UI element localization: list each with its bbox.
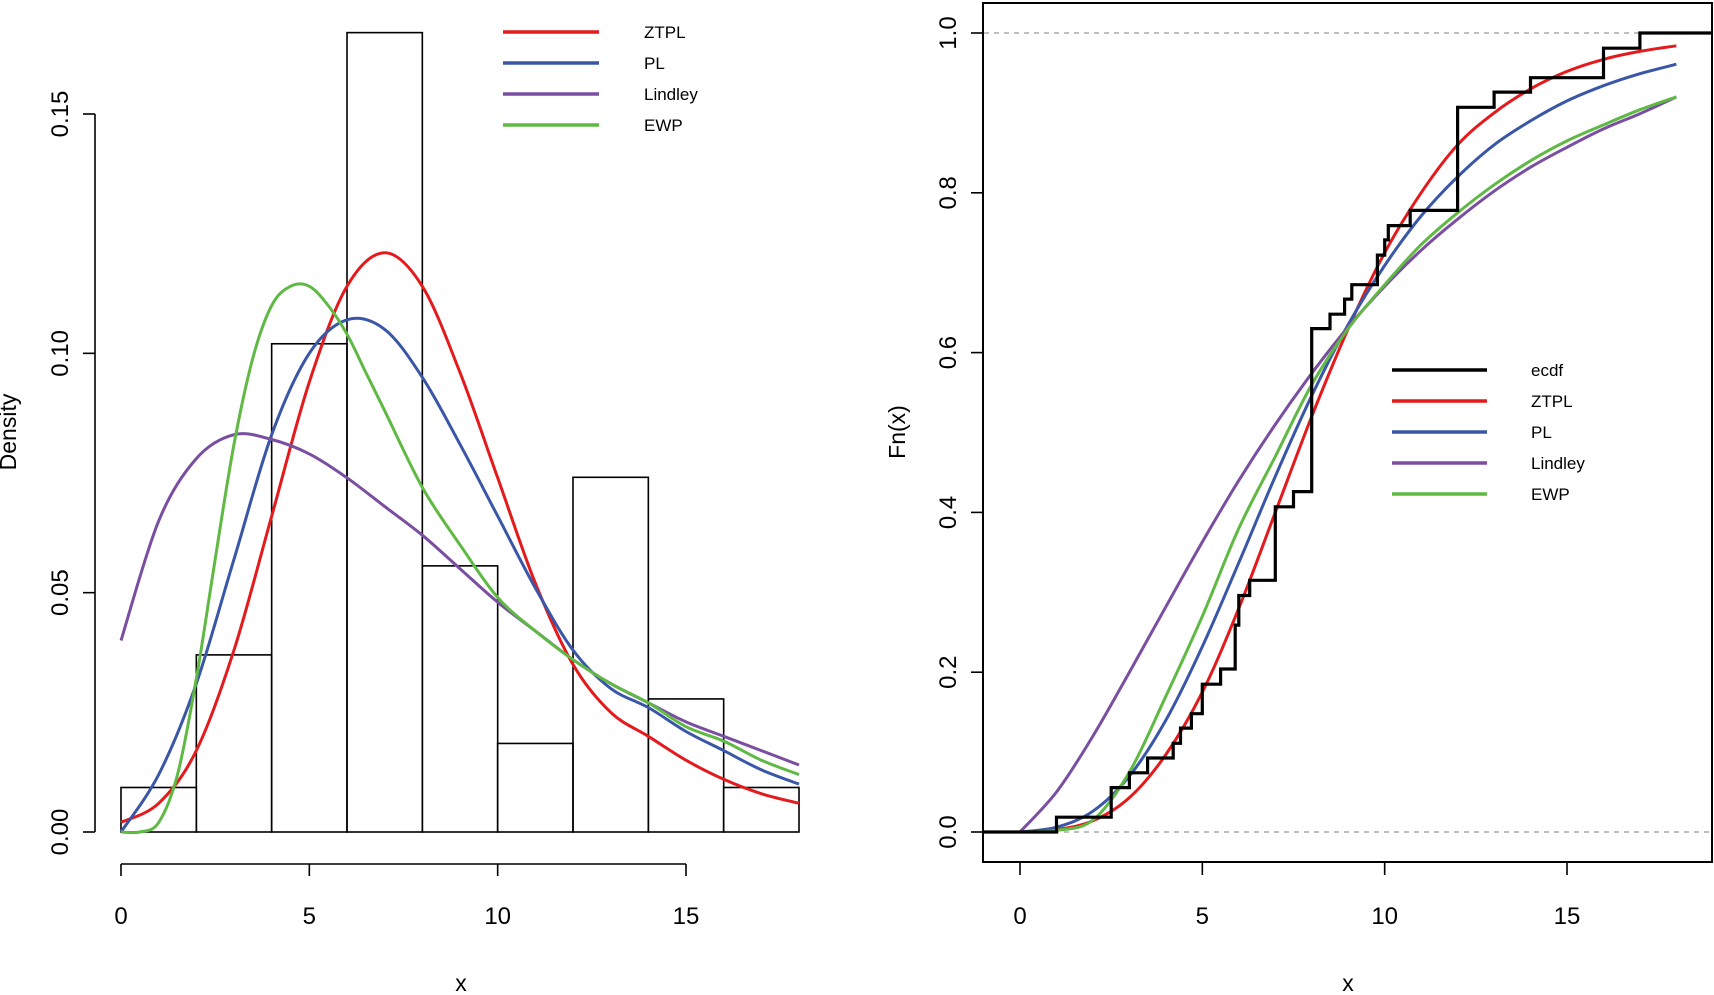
cdf-curve-ztpl: [1019, 44, 1677, 834]
y-axis-title: Fn(x): [884, 405, 910, 459]
y-axis: 0.0 0.2 0.4 0.6 0.8 1.0: [935, 16, 983, 849]
density-curve-lindley: [119, 432, 800, 767]
density-curve-ewp: [120, 282, 800, 835]
histogram-bar-2: [270, 342, 348, 833]
x-tick-label: 0: [1013, 903, 1026, 930]
histogram-bar-1: [195, 654, 273, 833]
density-curves: [119, 251, 800, 835]
cdf-curve-pl: [1019, 62, 1677, 834]
plot-frame: [982, 2, 1713, 863]
legend-label-ztpl: ZTPL: [1531, 392, 1573, 411]
ecdf-step-line: [983, 31, 1713, 834]
x-tick-label: 5: [1196, 903, 1209, 930]
y-axis-title: Density: [0, 393, 21, 470]
legend-label-ecdf: ecdf: [1531, 361, 1563, 380]
x-tick-label: 0: [114, 903, 127, 930]
legend: ZTPL PL Lindley EWP: [503, 23, 698, 135]
x-axis: 0 5 10 15: [114, 863, 700, 930]
x-axis: 0 5 10 15: [1013, 862, 1580, 930]
reference-lines: [984, 32, 1711, 833]
x-axis-title: x: [455, 970, 467, 995]
histogram-bar-7: [647, 698, 725, 833]
y-tick-label: 0.2: [935, 656, 962, 689]
cdf-curves: [1018, 44, 1678, 834]
legend-label-ewp: EWP: [644, 116, 683, 135]
cdf-curve-lindley: [1018, 95, 1678, 834]
y-axis: 0.00 0.05 0.10 0.15: [47, 91, 96, 856]
y-tick-label: 1.0: [935, 16, 962, 49]
x-tick-label: 15: [1554, 903, 1581, 930]
density-curve-ztpl: [120, 251, 800, 824]
histogram-bar-0: [120, 786, 198, 833]
legend-label-pl: PL: [1531, 423, 1552, 442]
cdf-curve-ewp: [1019, 95, 1677, 834]
x-tick-label: 5: [303, 903, 316, 930]
histogram-bar-6: [572, 476, 650, 833]
x-tick-label: 15: [673, 903, 700, 930]
histogram-bar-3: [346, 31, 424, 833]
legend: ecdf ZTPL PL Lindley EWP: [1392, 361, 1585, 504]
y-tick-label: 0.00: [47, 809, 74, 856]
legend-label-ztpl: ZTPL: [644, 23, 686, 42]
histogram-bar-5: [496, 742, 574, 833]
x-axis-title: x: [1342, 970, 1354, 995]
histogram-bar-8: [722, 786, 800, 833]
y-tick-label: 0.10: [47, 330, 74, 377]
y-tick-label: 0.4: [935, 496, 962, 529]
legend-label-lindley: Lindley: [1531, 454, 1585, 473]
x-tick-label: 10: [1371, 903, 1398, 930]
y-tick-label: 0.8: [935, 176, 962, 209]
legend-label-ewp: EWP: [1531, 485, 1570, 504]
histogram-bar-4: [421, 565, 499, 833]
density-curve-pl: [119, 316, 800, 833]
histogram-panel: 0.00 0.05 0.10 0.15 0 5 10 15 ZTPL PL Lindley EWP…: [0, 23, 800, 995]
legend-label-pl: PL: [644, 54, 665, 73]
ecdf-step: [983, 31, 1713, 834]
x-tick-label: 10: [484, 903, 511, 930]
ecdf-panel: 0.0 0.2 0.4 0.6 0.8 1.0 0 5 10 15 ecdf ZTPL PL Lind…: [884, 2, 1713, 995]
y-tick-label: 0.0: [935, 815, 962, 848]
legend-label-lindley: Lindley: [644, 85, 698, 104]
histogram-bars: [120, 31, 800, 833]
y-tick-label: 0.15: [47, 91, 74, 138]
y-tick-label: 0.05: [47, 569, 74, 616]
y-tick-label: 0.6: [935, 336, 962, 369]
